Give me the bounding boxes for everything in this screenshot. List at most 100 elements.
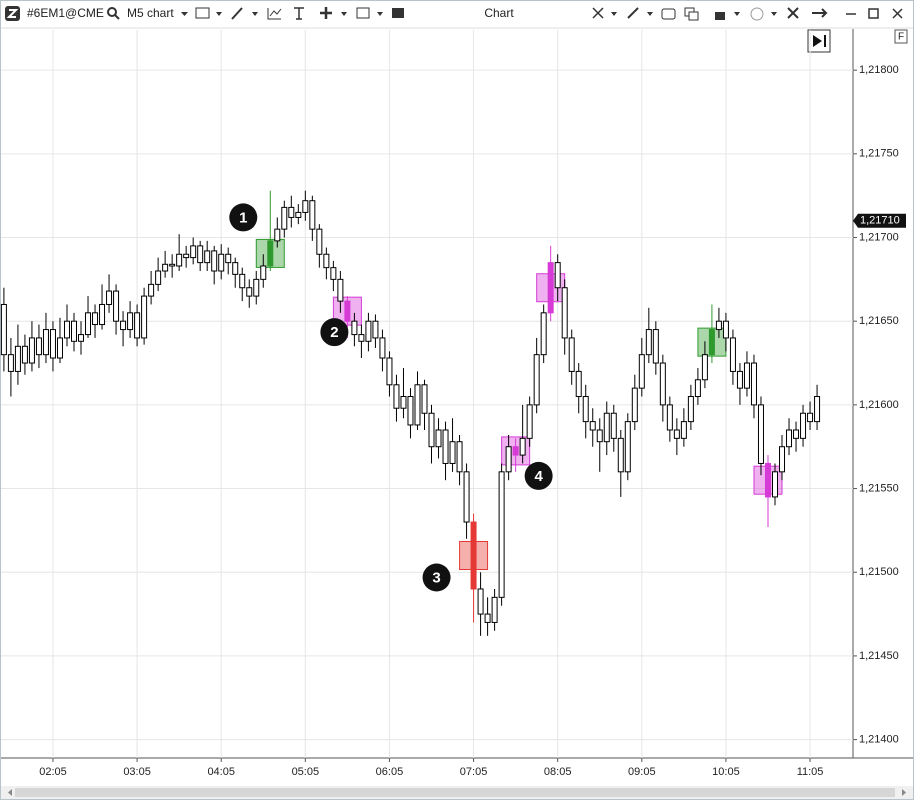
candle-body bbox=[344, 300, 351, 322]
dropdown-arrow[interactable] bbox=[377, 12, 383, 16]
candle-body bbox=[183, 253, 190, 259]
candle-body bbox=[505, 446, 512, 473]
y-tick-label: 1,21750 bbox=[859, 148, 899, 160]
candle-body bbox=[372, 320, 379, 339]
candle-body bbox=[99, 303, 106, 326]
candle-body bbox=[56, 337, 63, 359]
candle-body bbox=[484, 613, 491, 623]
scroll-right[interactable] bbox=[902, 789, 906, 796]
candle-body bbox=[624, 421, 631, 473]
dropdown-arrow[interactable] bbox=[734, 12, 740, 16]
candle-body bbox=[365, 320, 372, 342]
cross-tool-icon[interactable] bbox=[592, 7, 604, 19]
candle-body bbox=[14, 345, 21, 372]
candle-body bbox=[281, 206, 288, 230]
timeframe[interactable]: M5 chart bbox=[127, 6, 174, 20]
candle-body bbox=[260, 265, 267, 280]
candle-body bbox=[78, 334, 85, 342]
candle-body bbox=[113, 290, 120, 322]
candle-body bbox=[393, 384, 400, 409]
candle-body bbox=[155, 270, 162, 285]
candle-body bbox=[722, 320, 729, 339]
pen-icon[interactable] bbox=[231, 7, 243, 20]
candle-body bbox=[169, 263, 176, 267]
candle-body bbox=[85, 312, 92, 336]
candle-body bbox=[63, 320, 70, 339]
marker-circle bbox=[422, 563, 451, 592]
candle-body bbox=[330, 267, 337, 280]
candle-body bbox=[407, 396, 414, 426]
candle-body bbox=[743, 362, 750, 389]
candle-body bbox=[148, 283, 155, 297]
candle-body bbox=[7, 354, 14, 372]
maximize-button[interactable] bbox=[868, 8, 879, 19]
y-tick-label: 1,21800 bbox=[859, 64, 899, 76]
flag-box[interactable] bbox=[894, 29, 908, 44]
candle-body bbox=[246, 287, 253, 297]
candle-body bbox=[190, 245, 197, 259]
candle-body bbox=[512, 446, 519, 456]
dropdown-arrow[interactable] bbox=[771, 12, 777, 16]
y-tick-label: 1,21400 bbox=[859, 733, 899, 745]
marker-label: 3 bbox=[432, 569, 440, 586]
search-icon-handle bbox=[114, 14, 120, 20]
candle-body bbox=[547, 262, 554, 314]
x-tick-label: 04:05 bbox=[207, 766, 235, 778]
candle-body bbox=[435, 429, 442, 448]
camera-icon[interactable] bbox=[661, 8, 676, 20]
overlay: 1 2 3 4 1,21710 bbox=[229, 203, 906, 592]
dropdown-arrow[interactable] bbox=[611, 12, 617, 16]
marker-label: 1 bbox=[239, 209, 247, 226]
toolbar: #6EM1@CME M5 chart Chart bbox=[1, 1, 913, 29]
scroll-to-end-icon bbox=[813, 35, 826, 47]
dropdown-arrow[interactable] bbox=[216, 12, 222, 16]
indicator-icon[interactable] bbox=[267, 8, 282, 20]
x-tick-label: 03:05 bbox=[123, 766, 151, 778]
layout-icon[interactable] bbox=[356, 7, 370, 19]
window-title: Chart bbox=[484, 6, 514, 20]
candle-body bbox=[197, 245, 204, 264]
scroll-left[interactable] bbox=[8, 789, 12, 796]
close-button[interactable] bbox=[892, 8, 903, 19]
candle-body bbox=[729, 337, 736, 372]
candle-body bbox=[463, 471, 470, 523]
candle-body bbox=[708, 329, 715, 356]
flag-label: F bbox=[898, 32, 904, 43]
template-icon[interactable] bbox=[195, 7, 210, 19]
candle-body bbox=[120, 320, 127, 331]
symbol[interactable]: #6EM1@CME bbox=[27, 6, 104, 20]
candle-body bbox=[793, 429, 800, 439]
candle-body bbox=[134, 312, 141, 339]
candle-body bbox=[701, 354, 708, 381]
crosshair-icon[interactable] bbox=[320, 7, 332, 19]
candle-body bbox=[772, 471, 778, 498]
x-tick-label: 10:05 bbox=[712, 766, 740, 778]
candle-body bbox=[141, 295, 148, 339]
search-icon[interactable] bbox=[107, 7, 117, 17]
candle-body bbox=[288, 206, 295, 218]
text-icon[interactable] bbox=[294, 7, 304, 20]
dropdown-arrow[interactable] bbox=[181, 12, 188, 16]
tools-icon[interactable] bbox=[787, 7, 799, 19]
candle-body bbox=[421, 384, 428, 414]
candle-body bbox=[71, 320, 77, 342]
book-icon[interactable] bbox=[392, 8, 404, 18]
candle-body bbox=[519, 437, 526, 456]
candle-body bbox=[814, 396, 821, 423]
x-tick-label: 02:05 bbox=[39, 766, 67, 778]
candle-body bbox=[561, 287, 568, 339]
candle-body bbox=[428, 412, 435, 448]
color-icon[interactable] bbox=[750, 7, 764, 21]
dropdown-arrow[interactable] bbox=[252, 12, 258, 16]
candle-body bbox=[631, 387, 638, 423]
pin-icon[interactable] bbox=[812, 8, 828, 18]
scrollbar-thumb[interactable] bbox=[15, 788, 895, 797]
y-tick-label: 1,21550 bbox=[859, 482, 899, 494]
candle-body bbox=[232, 262, 239, 275]
dropdown-arrow[interactable] bbox=[341, 12, 347, 16]
dropdown-arrow[interactable] bbox=[647, 12, 653, 16]
link-icon[interactable] bbox=[627, 7, 639, 19]
candle-body bbox=[92, 312, 99, 326]
lock-icon[interactable] bbox=[715, 12, 725, 20]
candle-body bbox=[316, 228, 323, 255]
